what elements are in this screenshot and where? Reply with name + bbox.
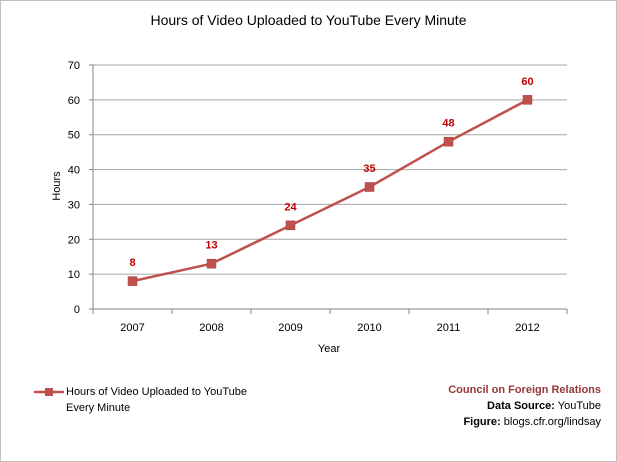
x-tick-label: 2012 [515, 322, 539, 334]
credit-figure-value: blogs.cfr.org/lindsay [503, 416, 601, 428]
credits: Council on Foreign Relations Data Source… [448, 382, 601, 430]
x-axis-title: Year [318, 343, 341, 355]
credit-figure-label: Figure: [463, 416, 501, 428]
data-point [522, 95, 533, 105]
x-tick-labels: 2007 2008 2009 2010 2011 2012 [120, 322, 539, 334]
y-axis-title: Hours [51, 171, 63, 201]
legend-label: Hours of Video Uploaded to YouTube Every… [66, 386, 248, 414]
data-label: 35 [363, 163, 375, 175]
data-label: 13 [205, 240, 217, 252]
y-tick-label: 30 [68, 199, 80, 211]
y-tick-label: 40 [68, 165, 80, 177]
y-tick-labels: 0 10 20 30 40 50 60 70 [68, 60, 80, 316]
y-tick-label: 60 [68, 95, 80, 107]
credit-source-value: YouTube [557, 400, 601, 412]
y-tick-label: 50 [68, 130, 80, 142]
credit-source-label: Data Source: [487, 400, 555, 412]
credit-organization: Council on Foreign Relations [448, 384, 601, 396]
series [127, 95, 533, 286]
x-tick-label: 2009 [278, 322, 302, 334]
data-label: 24 [284, 201, 297, 213]
credit-figure: Figure: blogs.cfr.org/lindsay [448, 414, 601, 430]
y-tick-label: 70 [68, 60, 80, 72]
x-tick-label: 2011 [437, 322, 461, 334]
y-tick-label: 10 [68, 269, 80, 281]
legend-marker-icon [34, 388, 64, 396]
x-tick-label: 2010 [357, 322, 381, 334]
data-label: 8 [129, 257, 135, 269]
y-tick-label: 20 [68, 234, 80, 246]
x-tick-label: 2007 [120, 322, 144, 334]
data-point [443, 136, 454, 147]
data-label: 60 [521, 76, 533, 88]
data-labels: 8 13 24 35 48 60 [129, 76, 533, 269]
data-point [127, 276, 138, 286]
series-line [132, 98, 529, 283]
credit-source: Data Source: YouTube [448, 398, 601, 414]
data-label: 48 [442, 118, 454, 130]
chart-title: Hours of Video Uploaded to YouTube Every… [150, 12, 467, 28]
gridlines [93, 64, 567, 275]
data-point [206, 258, 217, 269]
data-point [364, 182, 375, 192]
x-tick-label: 2008 [199, 322, 223, 334]
axes [89, 64, 568, 314]
data-point [285, 220, 296, 231]
y-tick-label: 0 [74, 304, 80, 316]
